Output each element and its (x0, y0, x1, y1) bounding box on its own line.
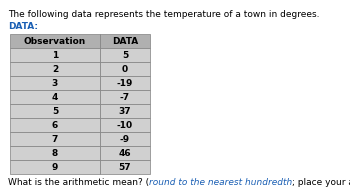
Text: 0: 0 (122, 64, 128, 74)
Bar (100, 160, 150, 174)
Text: 5: 5 (52, 106, 58, 115)
Text: 8: 8 (52, 149, 58, 157)
Bar (100, 76, 150, 90)
Text: 46: 46 (119, 149, 131, 157)
Text: 5: 5 (122, 50, 128, 60)
Bar (100, 104, 150, 118)
Text: ; place your answer in the box below): ; place your answer in the box below) (292, 178, 350, 187)
Text: 7: 7 (52, 135, 58, 143)
Text: 2: 2 (52, 64, 58, 74)
Bar (10, 104, 100, 118)
Text: 57: 57 (119, 163, 131, 171)
Bar (10, 34, 100, 48)
Text: 1: 1 (52, 50, 58, 60)
Bar (100, 132, 150, 146)
Text: 3: 3 (52, 78, 58, 88)
Bar (10, 118, 100, 132)
Bar (10, 62, 100, 76)
Bar (100, 62, 150, 76)
Bar (100, 118, 150, 132)
Text: -7: -7 (120, 92, 130, 101)
Bar (10, 132, 100, 146)
Text: -19: -19 (117, 78, 133, 88)
Text: -9: -9 (120, 135, 130, 143)
Text: DATA: DATA (112, 36, 138, 46)
Bar (10, 48, 100, 62)
Bar (100, 146, 150, 160)
Bar (100, 90, 150, 104)
Text: 9: 9 (52, 163, 58, 171)
Text: round to the nearest hundredth: round to the nearest hundredth (149, 178, 292, 187)
Bar (10, 90, 100, 104)
Text: 4: 4 (52, 92, 58, 101)
Text: Observation: Observation (24, 36, 86, 46)
Bar (10, 146, 100, 160)
Text: DATA:: DATA: (8, 22, 38, 31)
Text: What is the arithmetic mean? (: What is the arithmetic mean? ( (8, 178, 149, 187)
Bar (10, 160, 100, 174)
Text: 37: 37 (119, 106, 131, 115)
Bar (10, 76, 100, 90)
Text: 6: 6 (52, 121, 58, 129)
Text: -10: -10 (117, 121, 133, 129)
Bar (100, 48, 150, 62)
Text: The following data represents the temperature of a town in degrees.: The following data represents the temper… (8, 10, 320, 19)
Bar (100, 34, 150, 48)
